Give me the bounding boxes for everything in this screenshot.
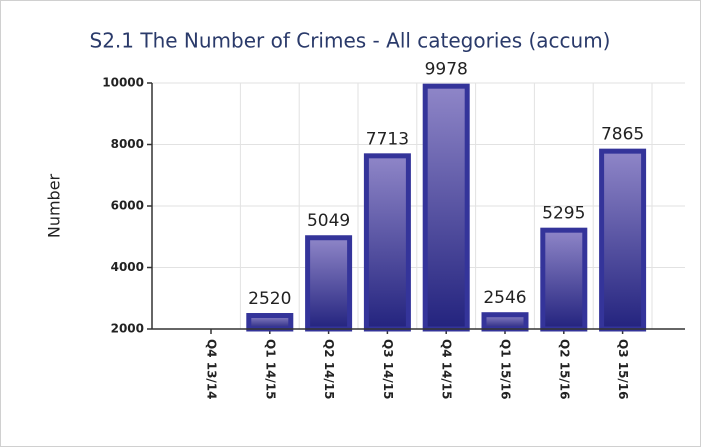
y-tick-label: 6000 [111,199,144,213]
y-tick-label: 8000 [111,137,144,151]
x-tick-label: Q2 15/16 [557,339,571,400]
y-tick-label: 10000 [102,76,144,90]
value-label: 2520 [248,289,291,309]
x-tick-label: Q4 13/14 [205,339,219,400]
value-label: 9978 [425,60,468,80]
bar [246,313,294,332]
bar [363,153,411,332]
x-tick-label: Q1 15/16 [499,339,513,400]
bar [540,227,588,332]
x-tick-label: Q3 14/15 [381,339,395,400]
y-axis-label: Number [45,173,64,238]
bar [599,148,647,332]
bar [305,235,353,332]
value-label: 7713 [366,129,409,149]
value-label: 5295 [542,204,585,224]
y-tick-label: 2000 [111,322,144,336]
x-tick-label: Q3 15/16 [616,339,630,400]
bar [422,83,470,332]
value-label: 7865 [601,125,644,145]
y-tick-label: 4000 [111,260,144,274]
x-tick-label: Q2 14/15 [322,339,336,400]
chart-title: S2.1 The Number of Crimes - All categori… [90,29,611,53]
bar [481,312,529,332]
x-tick-label: Q4 14/15 [440,339,454,400]
value-label: 2546 [483,288,526,308]
x-tick-label: Q1 14/15 [263,339,277,400]
value-label: 5049 [307,211,350,231]
